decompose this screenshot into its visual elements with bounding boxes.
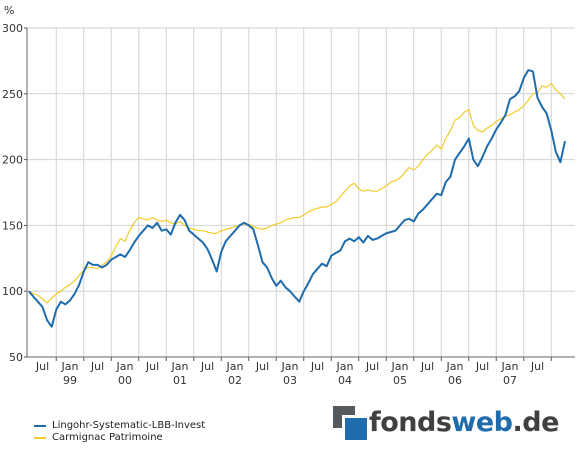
x-tick-label: Jan bbox=[171, 360, 189, 373]
x-tick-label: Jan bbox=[61, 360, 79, 373]
y-tick-label: 150 bbox=[2, 219, 23, 232]
x-tick-label: Jan bbox=[226, 360, 244, 373]
x-tick-year-label: 02 bbox=[228, 374, 242, 387]
series-layer bbox=[28, 69, 566, 328]
y-tick-label: 100 bbox=[2, 285, 23, 298]
legend: Lingohr-Systematic-LBB-Invest Carmignac … bbox=[34, 420, 205, 444]
x-tick-label: Jan bbox=[116, 360, 134, 373]
x-tick-year-label: 00 bbox=[118, 374, 132, 387]
chart-grid bbox=[27, 27, 575, 357]
legend-item-carmignac: Carmignac Patrimoine bbox=[34, 432, 205, 444]
x-tick-label: Jul bbox=[90, 360, 104, 373]
x-tick-label: Jul bbox=[530, 360, 544, 373]
legend-label-lingohr: Lingohr-Systematic-LBB-Invest bbox=[52, 420, 206, 431]
x-tick-label: Jan bbox=[281, 360, 299, 373]
x-tick-label: Jul bbox=[145, 360, 159, 373]
x-tick-year-label: 04 bbox=[338, 374, 352, 387]
legend-swatch-lingohr bbox=[34, 425, 46, 427]
x-tick-label: Jul bbox=[200, 360, 214, 373]
x-tick-label: Jul bbox=[35, 360, 49, 373]
y-tick-label: 200 bbox=[2, 154, 23, 167]
y-tick-label: 250 bbox=[2, 88, 23, 101]
series-line-carmignac bbox=[28, 82, 566, 304]
x-tick-label: Jan bbox=[501, 360, 519, 373]
x-tick-label: Jan bbox=[336, 360, 354, 373]
x-tick-year-label: 06 bbox=[448, 374, 462, 387]
legend-swatch-carmignac bbox=[34, 437, 46, 439]
chart-axes bbox=[24, 27, 575, 361]
x-tick-label: Jul bbox=[310, 360, 324, 373]
y-tick-label: 50 bbox=[9, 351, 23, 364]
y-axis-unit: % bbox=[4, 4, 14, 17]
x-tick-year-label: 05 bbox=[393, 374, 407, 387]
logo-mark-icon bbox=[333, 406, 367, 440]
x-tick-year-label: 01 bbox=[173, 374, 187, 387]
x-tick-label: Jul bbox=[475, 360, 489, 373]
fondsweb-logo: fondsweb.de bbox=[333, 404, 559, 440]
x-tick-label: Jul bbox=[365, 360, 379, 373]
legend-label-carmignac: Carmignac Patrimoine bbox=[52, 432, 163, 443]
x-tick-year-label: 99 bbox=[63, 374, 77, 387]
y-tick-label: 300 bbox=[2, 22, 23, 35]
x-tick-label: Jul bbox=[420, 360, 434, 373]
logo-text: fondsweb.de bbox=[369, 406, 559, 438]
x-tick-year-label: 07 bbox=[503, 374, 517, 387]
x-tick-label: Jan bbox=[391, 360, 409, 373]
x-tick-year-label: 03 bbox=[283, 374, 297, 387]
series-line-lingohr bbox=[28, 69, 566, 328]
x-tick-label: Jan bbox=[446, 360, 464, 373]
legend-item-lingohr: Lingohr-Systematic-LBB-Invest bbox=[34, 420, 205, 432]
x-tick-label: Jul bbox=[255, 360, 269, 373]
